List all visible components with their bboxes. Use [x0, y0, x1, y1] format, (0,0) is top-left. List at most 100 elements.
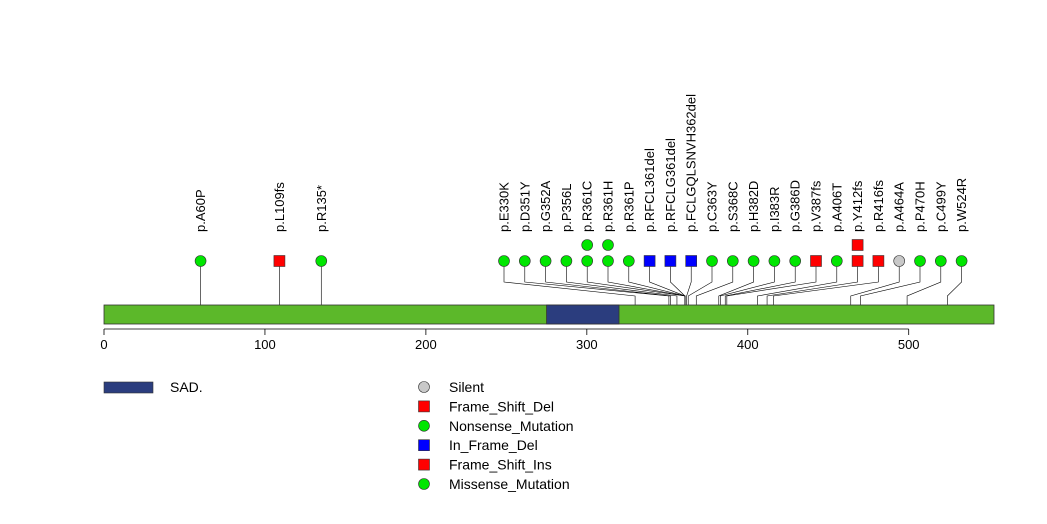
mutation-stem: [720, 261, 775, 305]
mutation-stem: [757, 261, 838, 305]
mutation-label: p.A406T: [829, 183, 844, 232]
domain-legend-swatch: [103, 381, 154, 394]
mutation-label: p.R361C: [580, 181, 595, 232]
legend-square-swatch: [418, 400, 430, 413]
mutation-marker-circle: [768, 255, 781, 267]
mutation-type-legend-label: Frame_Shift_Ins: [449, 457, 552, 473]
mutation-stem: [687, 261, 713, 305]
mutation-label: p.R361H: [601, 181, 616, 232]
mutation-stem: [850, 261, 900, 305]
domain-legend: SAD.: [103, 379, 203, 395]
mutation-label: p.G352A: [538, 180, 553, 232]
mutation-stem: [718, 261, 754, 305]
mutation-marker-circle: [934, 255, 947, 267]
mutation-stem: [773, 261, 879, 305]
mutation-stem: [628, 261, 686, 305]
mutation-stem: [695, 261, 734, 305]
mutation-stem: [649, 261, 686, 305]
mutation-marker-square: [273, 255, 286, 267]
mutation-label: p.C499Y: [933, 181, 948, 232]
mutation-stem: [686, 261, 692, 305]
mutation-type-legend-label: In_Frame_Del: [449, 437, 538, 453]
mutation-marker-circle: [602, 239, 614, 251]
mutation-stem: [906, 261, 942, 305]
mutation-marker-circle: [539, 255, 552, 267]
mutation-marker-circle: [498, 255, 510, 267]
mutation-label: p.R135*: [314, 185, 329, 232]
x-tick-label: 0: [100, 337, 107, 352]
mutation-stem: [947, 261, 962, 305]
mutation-marker-square: [872, 255, 885, 267]
mutation-label: p.G386D: [788, 180, 803, 232]
mutation-marker-circle: [581, 255, 594, 267]
mutation-type-legend-label: Missense_Mutation: [449, 476, 570, 492]
mutation-label: p.A60P: [193, 189, 208, 232]
mutation-type-legend-label: Frame_Shift_Del: [449, 398, 554, 414]
mutation-marker-circle: [622, 255, 635, 267]
mutation-stem: [860, 261, 921, 305]
mutation-label: p.Y412fs: [850, 180, 865, 232]
mutation-marker-circle: [518, 255, 531, 267]
mutation-stem: [607, 261, 686, 305]
mutation-stem: [503, 261, 636, 305]
backbone-layer: [103, 304, 995, 325]
mutation-type-legend-label: Nonsense_Mutation: [449, 418, 574, 434]
mutation-marker-square: [810, 255, 822, 267]
mutation-label: p.RFCL361del: [642, 148, 657, 232]
legend-square-swatch: [418, 439, 430, 452]
mutation-marker-circle: [194, 255, 207, 267]
x-tick-label: 200: [415, 337, 437, 352]
mutation-type-legend: Silent Frame_Shift_Del Nonsense_Mutation In…: [418, 379, 574, 492]
domain-0: [546, 304, 620, 325]
mutation-label: p.S368C: [725, 181, 740, 232]
domain-legend-label: SAD.: [170, 379, 203, 395]
stems-layer: [200, 261, 962, 305]
mutation-stem: [566, 261, 678, 305]
mutation-label: p.FCLGQLSNVH362del: [684, 94, 699, 232]
mutation-marker-circle: [602, 255, 614, 267]
mutation-label: p.P356L: [559, 184, 574, 232]
mutation-label: p.P470H: [913, 181, 928, 232]
mutation-marker-circle: [830, 255, 843, 267]
mutation-marker-circle: [955, 255, 968, 267]
mutation-label: p.H382D: [746, 181, 761, 232]
mutation-marker-circle: [914, 255, 926, 267]
mutation-marker-square: [851, 239, 864, 251]
mutation-stem: [670, 261, 686, 305]
x-tick-label: 300: [576, 337, 598, 352]
mutation-marker-circle: [747, 255, 760, 267]
legend-circle-swatch: [418, 478, 430, 490]
mutation-marker-square: [664, 255, 677, 267]
mutation-marker-circle: [893, 255, 906, 267]
mutation-label: p.R361P: [621, 181, 636, 232]
mutation-label: p.L109fs: [272, 182, 287, 232]
mutation-label: p.V387fs: [809, 180, 824, 232]
mutation-labels-layer: p.A60P p.L109fs p.R135* p.E330K p.D351Y p.G35…: [193, 94, 969, 232]
legend-square-swatch: [418, 458, 430, 471]
x-tick-label: 100: [254, 337, 276, 352]
mutation-label: p.W524R: [954, 178, 969, 232]
mutation-stem: [724, 261, 796, 305]
x-tick-label: 400: [737, 337, 759, 352]
mutation-label: p.D351Y: [517, 181, 532, 232]
mutation-stem: [766, 261, 858, 305]
mutation-marker-square: [643, 255, 656, 267]
x-tick-label: 500: [898, 337, 920, 352]
mutation-label: p.R416fs: [871, 179, 886, 232]
markers-layer: [194, 239, 968, 267]
mutation-stem: [545, 261, 671, 305]
mutation-marker-square: [685, 255, 698, 267]
mutation-marker-square: [851, 255, 864, 267]
x-axis: 0 100 200 300 400 500: [100, 328, 920, 352]
mutation-label: p.I383R: [767, 186, 782, 232]
legend-circle-swatch: [418, 381, 430, 393]
mutation-type-legend-label: Silent: [449, 379, 484, 395]
mutation-marker-circle: [706, 255, 718, 267]
mutation-marker-circle: [726, 255, 739, 267]
legend-circle-swatch: [418, 419, 430, 432]
mutation-marker-circle: [315, 255, 328, 267]
mutation-label: p.A464A: [892, 182, 907, 232]
mutation-label: p.C363Y: [705, 181, 720, 232]
mutation-label: p.RFCLG361del: [663, 138, 678, 232]
